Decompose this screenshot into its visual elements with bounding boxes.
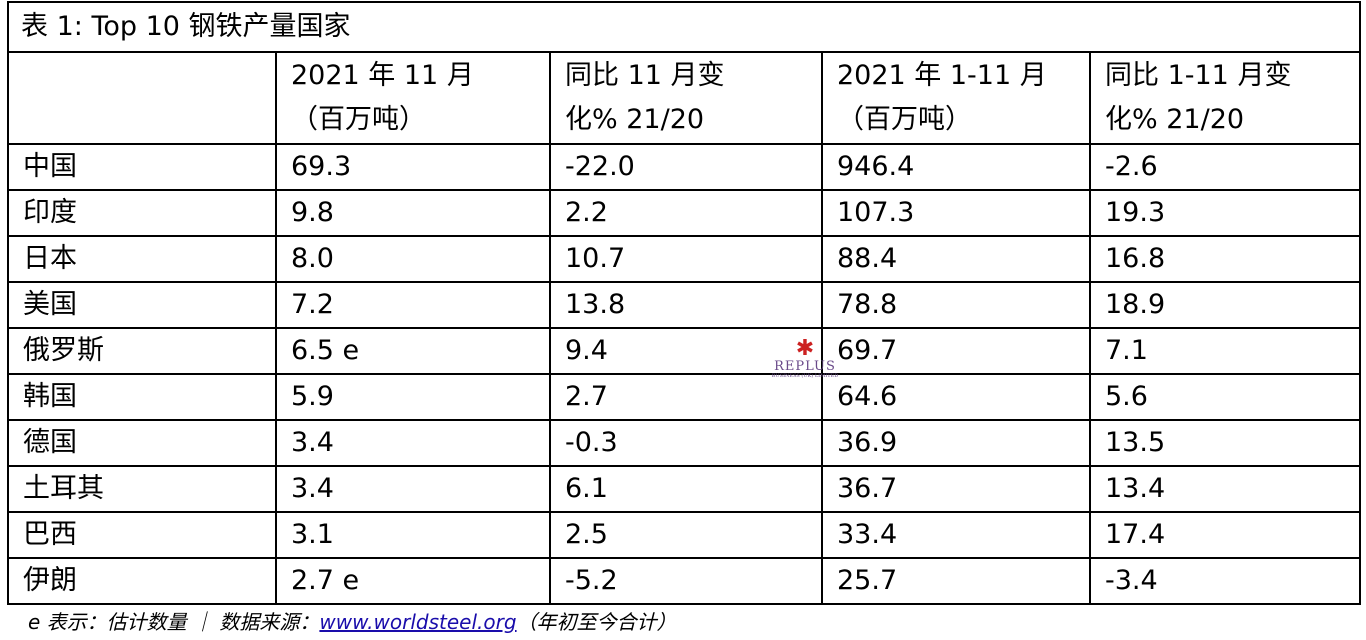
value-cell: -2.6	[1088, 143, 1362, 191]
value-cell: 13.8	[549, 281, 823, 329]
logo-name: REPLUS	[774, 359, 836, 374]
value-cell: 2.7 e	[275, 557, 551, 605]
data-row: 韩国 5.9 2.7 64.6 5.6	[7, 373, 1362, 421]
value-cell: 13.5	[1088, 419, 1362, 467]
table-container: 表 1: Top 10 钢铁产量国家 2021 年 11 月 （百万吨） 同比 11…	[6, 1, 1362, 605]
header-line: （百万吨）	[291, 104, 426, 135]
table-title: 表 1: Top 10 钢铁产量国家	[6, 1, 1362, 53]
data-row: 美国 7.2 13.8 78.8 18.9	[7, 281, 1362, 329]
logo-sub: BUSINESS (UK) LIMITED	[771, 373, 839, 379]
country-cell: 韩国	[7, 373, 277, 421]
data-row: 印度 9.8 2.2 107.3 19.3	[7, 189, 1362, 237]
title-row: 表 1: Top 10 钢铁产量国家	[6, 1, 1362, 53]
value-cell: 5.6	[1088, 373, 1362, 421]
value-cell: 3.4	[275, 465, 551, 513]
country-cell: 印度	[7, 189, 277, 237]
country-cell: 巴西	[7, 511, 277, 559]
data-row: 伊朗 2.7 e -5.2 25.7 -3.4	[7, 557, 1362, 605]
country-cell: 土耳其	[7, 465, 277, 513]
country-cell: 俄罗斯	[7, 327, 277, 375]
value-cell: 6.5 e	[275, 327, 551, 375]
footnote: e 表示：估计数量 ｜ 数据来源：www.worldsteel.org（年初至今…	[28, 606, 677, 635]
footnote-suffix: （年初至今合计）	[516, 610, 677, 634]
value-cell: 88.4	[821, 235, 1091, 283]
header-cell	[7, 51, 277, 145]
value-cell: -5.2	[549, 557, 823, 605]
header-line: 2021 年 1-11 月	[837, 60, 1047, 91]
watermark: ✱ REPLUS BUSINESS (UK) LIMITED	[770, 336, 840, 380]
data-row: 巴西 3.1 2.5 33.4 17.4	[7, 511, 1362, 559]
data-row: 中国 69.3 -22.0 946.4 -2.6	[7, 143, 1362, 191]
footnote-prefix: e 表示：估计数量 ｜ 数据来源：	[28, 610, 320, 634]
value-cell: 10.7	[549, 235, 823, 283]
value-cell: 946.4	[821, 143, 1091, 191]
value-cell: 36.7	[821, 465, 1091, 513]
value-cell: 7.1	[1088, 327, 1362, 375]
value-cell: 33.4	[821, 511, 1091, 559]
value-cell: 18.9	[1088, 281, 1362, 329]
value-cell: 64.6	[821, 373, 1091, 421]
value-cell: 3.1	[275, 511, 551, 559]
country-cell: 日本	[7, 235, 277, 283]
header-cell: 同比 1-11 月变 化% 21/20	[1088, 51, 1362, 145]
value-cell: 25.7	[821, 557, 1091, 605]
value-cell: 17.4	[1088, 511, 1362, 559]
data-row: 俄罗斯 6.5 e 9.4 69.7 7.1	[7, 327, 1362, 375]
value-cell: 7.2	[275, 281, 551, 329]
header-row: 2021 年 11 月（百万吨） 同比 11 月变 化% 21/20 2021 年 1…	[7, 51, 1362, 145]
value-cell: 2.7	[549, 373, 823, 421]
header-line: 同比 11 月变	[565, 60, 725, 91]
data-row: 日本 8.0 10.7 88.4 16.8	[7, 235, 1362, 283]
value-cell: 78.8	[821, 281, 1091, 329]
header-cell: 2021 年 1-11 月 （百万吨）	[821, 51, 1091, 145]
value-cell: 69.7	[821, 327, 1091, 375]
value-cell: 9.4	[549, 327, 823, 375]
value-cell: 69.3	[275, 143, 551, 191]
value-cell: 2.2	[549, 189, 823, 237]
value-cell: 13.4	[1088, 465, 1362, 513]
value-cell: 8.0	[275, 235, 551, 283]
value-cell: 16.8	[1088, 235, 1362, 283]
source-link[interactable]: www.worldsteel.org	[319, 610, 517, 634]
value-cell: 2.5	[549, 511, 823, 559]
country-cell: 伊朗	[7, 557, 277, 605]
header-line: 2021 年 11 月	[291, 60, 474, 91]
value-cell: 107.3	[821, 189, 1091, 237]
table: 表 1: Top 10 钢铁产量国家 2021 年 11 月 （百万吨） 同比 11…	[6, 1, 1362, 605]
header-line: 同比 1-11 月变	[1105, 60, 1292, 91]
header-cell: 2021 年 11 月 （百万吨）	[275, 51, 551, 145]
data-row: 土耳其 3.4 6.1 36.7 13.4	[7, 465, 1362, 513]
header-line: 化% 21/20	[1105, 104, 1245, 135]
header-line: （百万吨）	[837, 104, 972, 135]
country-cell: 中国	[7, 143, 277, 191]
value-cell: 5.9	[275, 373, 551, 421]
value-cell: 6.1	[549, 465, 823, 513]
header-line: 化% 21/20	[565, 104, 705, 135]
value-cell: 19.3	[1088, 189, 1362, 237]
value-cell: 3.4	[275, 419, 551, 467]
logo-icon: ✱	[795, 336, 815, 361]
country-cell: 德国	[7, 419, 277, 467]
value-cell: -0.3	[549, 419, 823, 467]
value-cell: -22.0	[549, 143, 823, 191]
value-cell: 36.9	[821, 419, 1091, 467]
header-cell: 同比 11 月变 化% 21/20	[549, 51, 823, 145]
data-row: 德国 3.4 -0.3 36.9 13.5	[7, 419, 1362, 467]
value-cell: -3.4	[1088, 557, 1362, 605]
value-cell: 9.8	[275, 189, 551, 237]
country-cell: 美国	[7, 281, 277, 329]
